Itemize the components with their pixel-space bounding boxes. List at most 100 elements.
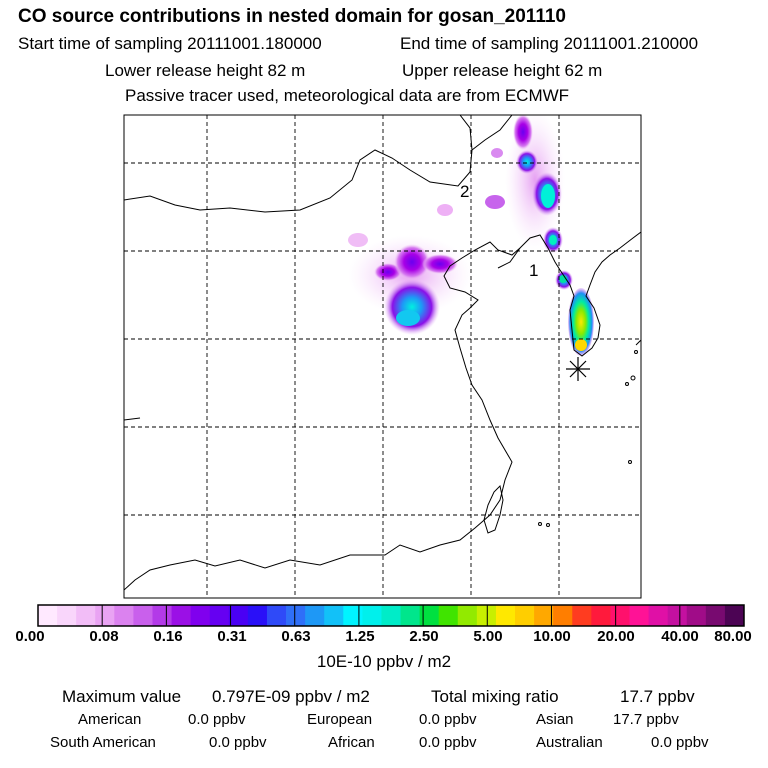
islet <box>538 522 542 526</box>
colorbar-swatch <box>286 605 306 626</box>
coast-fragment <box>124 417 141 421</box>
colorbar-swatch <box>610 605 630 626</box>
plot-title: CO source contributions in nested domain… <box>18 6 566 27</box>
plume-ne-top <box>513 115 533 150</box>
japan-coast <box>635 339 641 346</box>
colorbar-tick: 0.16 <box>153 628 183 645</box>
colorbar-frame <box>37 604 745 627</box>
plume-patch <box>485 195 505 209</box>
korea-coast <box>559 231 641 357</box>
colorbar-swatch <box>305 605 325 626</box>
colorbar-tick: 40.00 <box>661 628 699 645</box>
islet <box>625 382 629 386</box>
plume-west-south <box>384 279 440 335</box>
colorbar-swatch <box>457 605 478 626</box>
max-value-label: Maximum value <box>62 687 182 706</box>
colorbar <box>37 604 745 627</box>
tracer-note: Passive tracer used, meteorological data… <box>125 86 570 105</box>
total-mixing-value: 17.7 ppbv <box>620 687 695 706</box>
islet <box>628 460 632 464</box>
colorbar-swatch <box>171 605 192 626</box>
colorbar-swatch <box>591 605 611 626</box>
plume-korea-max <box>575 339 587 351</box>
colorbar-tick: 20.00 <box>597 628 635 645</box>
colorbar-swatch <box>400 605 421 626</box>
concentration-plumes <box>348 115 594 356</box>
lower-release-height: Lower release height 82 m <box>105 61 306 80</box>
upper-release-height: Upper release height 62 m <box>402 61 603 80</box>
colorbar-tick: 5.00 <box>473 628 503 645</box>
mongolia-border <box>124 115 473 213</box>
map-frame <box>123 114 642 599</box>
colorbar-tick: 1.25 <box>345 628 375 645</box>
grid <box>124 115 641 598</box>
region-australian-label: Australian <box>536 734 603 751</box>
colorbar-tick: 0.31 <box>217 628 247 645</box>
max-value: 0.797E-09 ppbv / m2 <box>212 687 370 706</box>
colorbar-tick: 2.50 <box>409 628 439 645</box>
colorbar-swatch <box>190 605 211 626</box>
colorbar-swatch <box>381 605 401 626</box>
shandong <box>497 247 521 269</box>
region-south-american-label: South American <box>50 734 156 751</box>
colorbar-swatch <box>686 605 707 626</box>
colorbar-swatch <box>495 605 516 626</box>
colorbar-tick: 0.08 <box>89 628 119 645</box>
colorbar-swatch <box>247 605 268 626</box>
islet <box>546 523 550 527</box>
start-time-label: Start time of sampling 20111001.180000 <box>18 34 322 53</box>
colorbar-tick: 10.00 <box>533 628 571 645</box>
region-asian-value: 17.7 ppbv <box>613 711 679 728</box>
colorbar-swatch <box>534 605 554 626</box>
colorbar-swatch <box>57 605 77 626</box>
colorbar-swatch <box>266 605 287 626</box>
end-time-label: End time of sampling 20111001.210000 <box>400 34 699 53</box>
colorbar-swatch <box>133 605 153 626</box>
region-australian-value: 0.0 ppbv <box>651 734 709 751</box>
colorbar-unit: 10E-10 ppbv / m2 <box>316 652 452 671</box>
colorbar-tick: 80.00 <box>714 628 752 645</box>
plume-ne-3-core <box>549 235 557 245</box>
region-american-value: 0.0 ppbv <box>188 711 246 728</box>
total-mixing-label: Total mixing ratio <box>431 687 559 706</box>
region-european-label: European <box>307 711 373 728</box>
colorbar-swatch <box>724 605 745 626</box>
colorbar-swatch <box>648 605 669 626</box>
coastlines <box>124 115 641 591</box>
colorbar-tick: 0.63 <box>281 628 311 645</box>
region-african-label: African <box>328 734 375 751</box>
colorbar-tick: 0.00 <box>15 628 45 645</box>
colorbar-swatch <box>476 605 497 626</box>
colorbar-swatch <box>38 605 58 626</box>
region-asian-label: Asian <box>536 711 574 728</box>
colorbar-swatch <box>76 605 96 626</box>
receptor-marker-icon <box>566 357 590 381</box>
colorbar-swatch <box>438 605 459 626</box>
taiwan-island <box>483 484 504 534</box>
plume-west-east <box>422 254 458 274</box>
plume-patch <box>437 204 453 216</box>
islet <box>634 350 638 354</box>
plume-ne-2-core <box>541 184 555 208</box>
border-north <box>471 115 513 151</box>
colorbar-swatch <box>362 605 382 626</box>
region-african-value: 0.0 ppbv <box>419 734 477 751</box>
plume-west-max <box>396 310 420 326</box>
colorbar-swatch <box>629 605 649 626</box>
china-coast <box>124 234 561 591</box>
region-south-american-value: 0.0 ppbv <box>209 734 267 751</box>
colorbar-swatch <box>114 605 134 626</box>
region-american-label: American <box>78 711 142 728</box>
colorbar-swatch <box>515 605 535 626</box>
colorbar-swatch <box>152 605 172 626</box>
colorbar-swatch <box>209 605 230 626</box>
colorbar-swatch <box>419 605 440 626</box>
plume-west-core <box>394 244 430 280</box>
region-european-value: 0.0 ppbv <box>419 711 477 728</box>
colorbar-swatch <box>343 605 363 626</box>
plume-ne-1 <box>516 150 538 174</box>
islet <box>630 375 636 381</box>
colorbar-swatch <box>228 605 249 626</box>
cluster-label-1: 1 <box>529 261 538 280</box>
